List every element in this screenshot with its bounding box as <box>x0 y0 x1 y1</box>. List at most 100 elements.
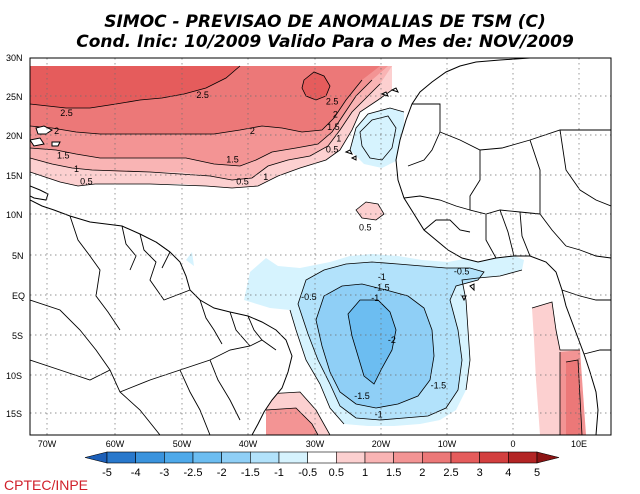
lat-label: 30N <box>6 53 23 63</box>
contour-labels: 2.52.521.510.521.510.52.521.510.50.5-0.5… <box>54 90 469 419</box>
contour-label: 2 <box>250 126 255 136</box>
lon-label: 50W <box>173 439 192 449</box>
anomaly-fill-neg-2 <box>348 300 396 384</box>
map-area: 2.52.521.510.521.510.52.521.510.50.5-0.5… <box>30 58 611 435</box>
border-sa-3 <box>139 233 191 301</box>
contour-pos-1 <box>30 83 381 181</box>
lat-label: 10N <box>6 210 23 220</box>
lat-label: 10S <box>6 371 22 381</box>
border-africa-3 <box>403 195 471 211</box>
contour-label: 0.5 <box>236 177 249 187</box>
country-borders <box>30 103 611 435</box>
colorbar-segment <box>164 451 194 464</box>
colorbar-label: 2 <box>419 467 425 479</box>
border-africa-2 <box>407 131 441 167</box>
graticule <box>30 58 611 435</box>
border-africa-6 <box>559 129 611 207</box>
lat-label: 5N <box>12 251 24 261</box>
land-masses <box>30 58 611 435</box>
south-america-land <box>30 199 293 435</box>
contour-label: 1.5 <box>226 154 239 164</box>
border-sa-8 <box>179 369 211 435</box>
latitude-tick-labels: 30N 25N 20N 15N 10N 5N EQ 5S 10S 15S <box>6 53 25 419</box>
colorbar-segment <box>422 451 452 464</box>
contour-label: -1 <box>378 272 386 282</box>
colorbar-segment <box>336 451 366 464</box>
contour-label: -1.5 <box>431 381 447 391</box>
contour-label: -1.5 <box>374 283 390 293</box>
lon-label: 0 <box>510 439 515 449</box>
contour-pos-se <box>531 301 583 435</box>
lon-label: 10E <box>571 439 587 449</box>
lon-label: 40W <box>239 439 258 449</box>
colorbar-label: -2.5 <box>184 467 203 479</box>
contour-neg-1 <box>297 261 485 421</box>
contour-lines <box>30 65 583 435</box>
colorbar-segment <box>508 451 538 464</box>
contour-label: -1 <box>371 293 379 303</box>
contour-label: 2.5 <box>326 97 339 107</box>
border-africa-7 <box>423 219 471 233</box>
colorbar: -5 -4 -3 -2.5 -2 -1.5 -1 -0.5 0.5 1 1.5 2 2.5 3 4 5 <box>84 451 560 479</box>
border-africa-4 <box>469 150 541 215</box>
contour-pos-2_5 <box>30 65 241 109</box>
contour-neg-1_5 <box>315 283 435 409</box>
colorbar-segment <box>250 451 280 464</box>
contour-label: 2.5 <box>196 90 209 100</box>
contour-label: 2 <box>333 109 338 119</box>
contour-label: 1.5 <box>57 150 70 160</box>
colorbar-label: 1 <box>362 467 368 479</box>
colorbar-segment <box>450 451 480 464</box>
lat-label: EQ <box>12 291 25 301</box>
contour-label: 2 <box>54 126 59 136</box>
anomaly-fill-neg-0_5-north <box>350 108 404 168</box>
border-africa-9 <box>499 209 515 257</box>
colorbar-segment <box>536 451 560 464</box>
contour-neg-0_5 <box>289 269 523 425</box>
border-africa-10 <box>519 211 531 257</box>
colorbar-segment <box>393 451 423 464</box>
lat-label: 15N <box>6 171 23 181</box>
gulf-of-guinea-islands <box>461 283 475 302</box>
contour-label: 0.5 <box>359 223 372 233</box>
contour-label: -0.5 <box>301 292 317 302</box>
colorbar-label: -1 <box>274 467 284 479</box>
colorbar-segment <box>84 451 108 464</box>
canary-islands <box>380 87 399 97</box>
title-line-2: Cond. Inic: 10/2009 Valido Para o Mes de… <box>76 32 574 52</box>
border-africa-13 <box>583 349 611 355</box>
contour-pos-0_5-patch <box>355 201 385 221</box>
border-sa-11 <box>247 315 277 351</box>
lat-label: 15S <box>6 409 22 419</box>
contour-neg-2 <box>347 299 397 385</box>
colorbar-label: -0.5 <box>298 467 317 479</box>
longitude-tick-labels: 70W 60W 50W 40W 30W 20W 10W 0 10E <box>38 439 587 449</box>
contour-label: 1.5 <box>327 122 340 132</box>
contour-label: -1 <box>375 409 383 419</box>
map-frame <box>29 57 612 436</box>
cold-anomaly-region <box>184 108 524 426</box>
anomaly-fill-pos-2-se <box>566 360 582 435</box>
border-africa-12 <box>561 289 611 301</box>
colorbar-label: 0.5 <box>329 467 344 479</box>
anomaly-fill-pos-1-sw <box>266 408 318 435</box>
anomaly-fill-pos-2_5-east <box>302 72 330 100</box>
credit-cptec-inpe: CPTEC/INPE <box>4 477 88 493</box>
colorbar-label: 5 <box>534 467 540 479</box>
colorbar-segment <box>479 451 509 464</box>
border-sa-1 <box>69 215 121 331</box>
lon-label: 70W <box>38 439 57 449</box>
contour-pos-2 <box>30 79 363 135</box>
contour-label: -0.5 <box>454 267 470 277</box>
colorbar-segment <box>307 451 337 464</box>
colorbar-segment <box>106 451 136 464</box>
colorbar-label: -5 <box>102 467 112 479</box>
colorbar-label: 3 <box>477 467 483 479</box>
colorbar-label: 4 <box>505 467 511 479</box>
cape-verde-islands <box>344 149 357 161</box>
border-sa-4 <box>155 241 171 269</box>
lat-label: 20N <box>6 131 23 141</box>
lon-label: 60W <box>106 439 125 449</box>
colorbar-label: 1.5 <box>386 467 401 479</box>
